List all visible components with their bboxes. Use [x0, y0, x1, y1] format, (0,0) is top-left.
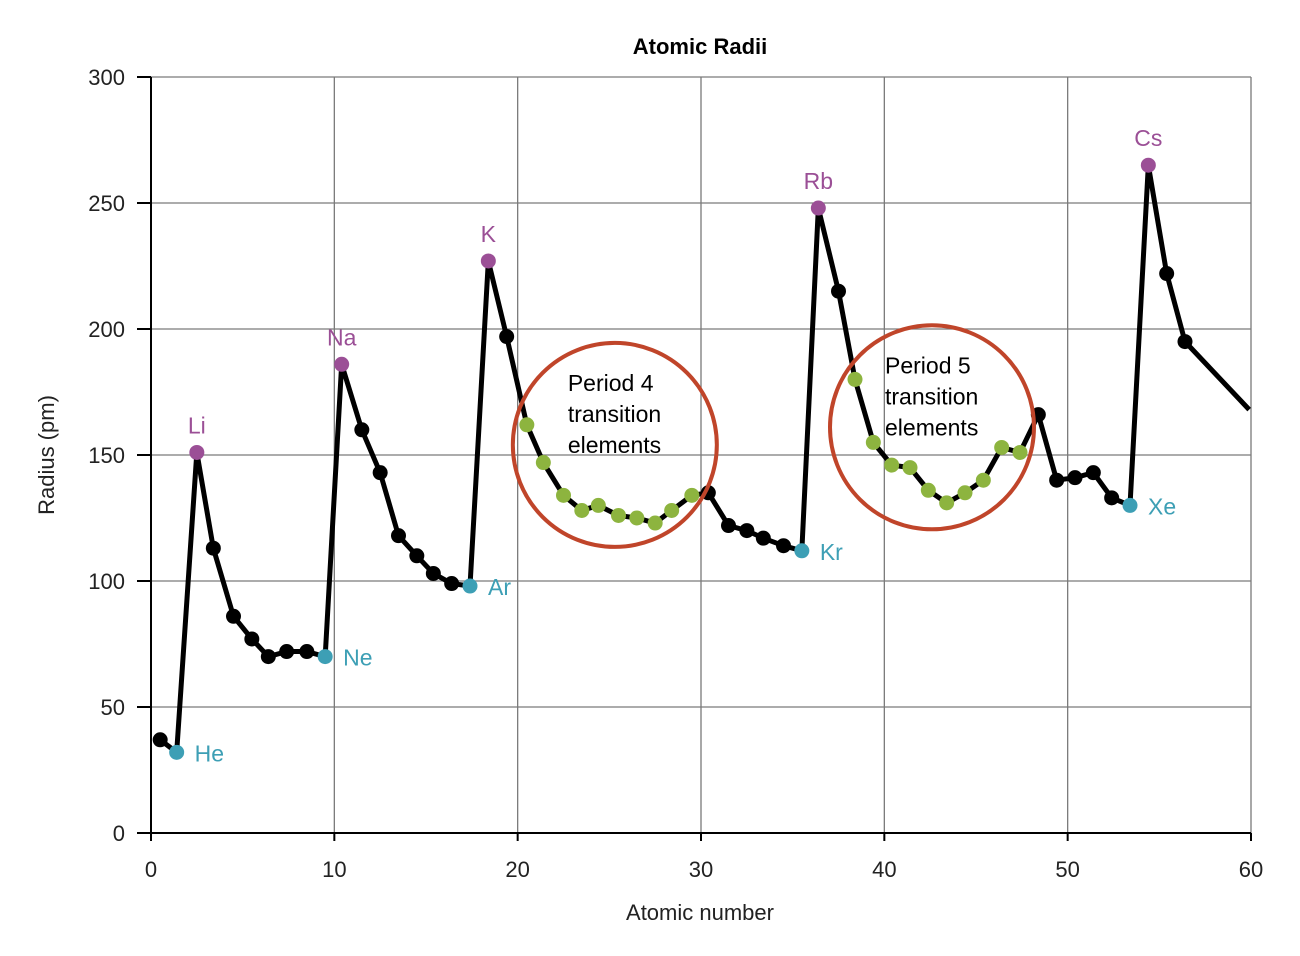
- data-point: [776, 538, 791, 554]
- data-point: [462, 578, 478, 594]
- y-tick-label: 100: [88, 569, 125, 594]
- element-label-cs: Cs: [1134, 125, 1162, 151]
- data-point: [831, 283, 846, 299]
- data-point: [480, 253, 496, 269]
- data-point: [884, 457, 900, 473]
- y-tick-label: 150: [88, 443, 125, 468]
- x-tick-label: 30: [689, 857, 713, 882]
- data-point: [939, 495, 955, 511]
- data-point: [847, 371, 863, 387]
- data-point: [920, 482, 936, 498]
- x-axis-label: Atomic number: [626, 900, 774, 925]
- data-point: [865, 434, 881, 450]
- data-point: [299, 644, 315, 660]
- data-point: [902, 460, 918, 476]
- data-point: [1122, 497, 1138, 513]
- annotation-text: Period 4: [568, 370, 654, 396]
- data-point: [317, 649, 333, 665]
- y-tick-label: 0: [113, 821, 125, 846]
- x-tick-label: 20: [505, 857, 529, 882]
- data-point: [279, 644, 295, 660]
- x-tick-label: 10: [322, 857, 346, 882]
- element-label-k: K: [481, 221, 497, 247]
- y-tick-label: 300: [88, 65, 125, 90]
- data-point: [739, 523, 755, 539]
- annotations: Period 4 transition elements Period 5 transi…: [510, 323, 1036, 549]
- data-point: [574, 502, 590, 518]
- x-tick-label: 0: [145, 857, 157, 882]
- data-point: [590, 497, 606, 513]
- data-point: [1067, 470, 1083, 486]
- x-tick-label: 40: [872, 857, 896, 882]
- data-point: [975, 472, 991, 488]
- annotation-text: elements: [568, 432, 661, 458]
- data-point: [334, 356, 350, 372]
- data-point: [810, 200, 826, 216]
- data-point: [755, 530, 771, 546]
- data-point: [425, 565, 441, 581]
- data-point: [556, 487, 571, 503]
- data-point: [1140, 157, 1156, 173]
- axes: 0 10 20 30 40 50 60 0 50 100 150 200 250 300: [88, 65, 1263, 882]
- data-point: [611, 507, 626, 523]
- data-point: [1049, 472, 1065, 488]
- element-label-li: Li: [188, 412, 206, 438]
- data-point: [444, 576, 460, 592]
- data-point: [994, 439, 1010, 455]
- y-tick-label: 200: [88, 317, 125, 342]
- grid: [151, 76, 1252, 833]
- data-point: [260, 649, 276, 665]
- series-line: [158, 162, 1251, 755]
- data-point: [684, 487, 700, 503]
- data-point: [647, 515, 663, 531]
- data-point: [244, 631, 260, 647]
- period-circle: [510, 340, 719, 549]
- data-point: [957, 485, 973, 501]
- data-point: [189, 444, 205, 460]
- element-label-ar: Ar: [488, 574, 511, 600]
- chart-title: Atomic Radii: [633, 34, 767, 59]
- annotation-text: transition: [568, 401, 661, 427]
- data-point: [1104, 490, 1120, 506]
- element-label-ne: Ne: [343, 645, 372, 671]
- data-point: [409, 548, 425, 564]
- element-label-he: He: [195, 740, 224, 766]
- element-label-xe: Xe: [1148, 493, 1176, 519]
- series-atomic-radius: He Li Ne Na Ar K Kr Rb Xe Cs: [152, 125, 1251, 766]
- data-point: [152, 732, 168, 748]
- data-point: [664, 502, 680, 518]
- data-point: [391, 528, 406, 544]
- data-point: [372, 465, 388, 481]
- data-point: [1159, 266, 1175, 282]
- data-point: [535, 455, 551, 471]
- annotation-text: Period 5: [885, 352, 971, 378]
- x-tick-label: 60: [1239, 857, 1263, 882]
- annotation-text: elements: [885, 414, 978, 440]
- data-point: [226, 608, 241, 624]
- element-label-rb: Rb: [804, 168, 833, 194]
- element-label-na: Na: [327, 324, 357, 350]
- y-tick-label: 50: [101, 695, 125, 720]
- x-tick-label: 50: [1055, 857, 1079, 882]
- data-point: [205, 540, 221, 556]
- data-point: [1012, 444, 1028, 460]
- y-axis-label: Radius (pm): [34, 395, 59, 515]
- data-point: [721, 518, 736, 534]
- data-point: [354, 422, 370, 438]
- period-circle: [828, 323, 1036, 532]
- data-point: [1085, 465, 1101, 481]
- y-tick-label: 250: [88, 191, 125, 216]
- annotation-text: transition: [885, 383, 978, 409]
- data-point: [519, 417, 535, 433]
- data-point: [169, 744, 185, 760]
- data-point: [629, 510, 645, 526]
- data-point: [1177, 334, 1193, 350]
- data-point: [794, 543, 810, 559]
- data-point: [499, 329, 515, 345]
- element-label-kr: Kr: [820, 539, 843, 565]
